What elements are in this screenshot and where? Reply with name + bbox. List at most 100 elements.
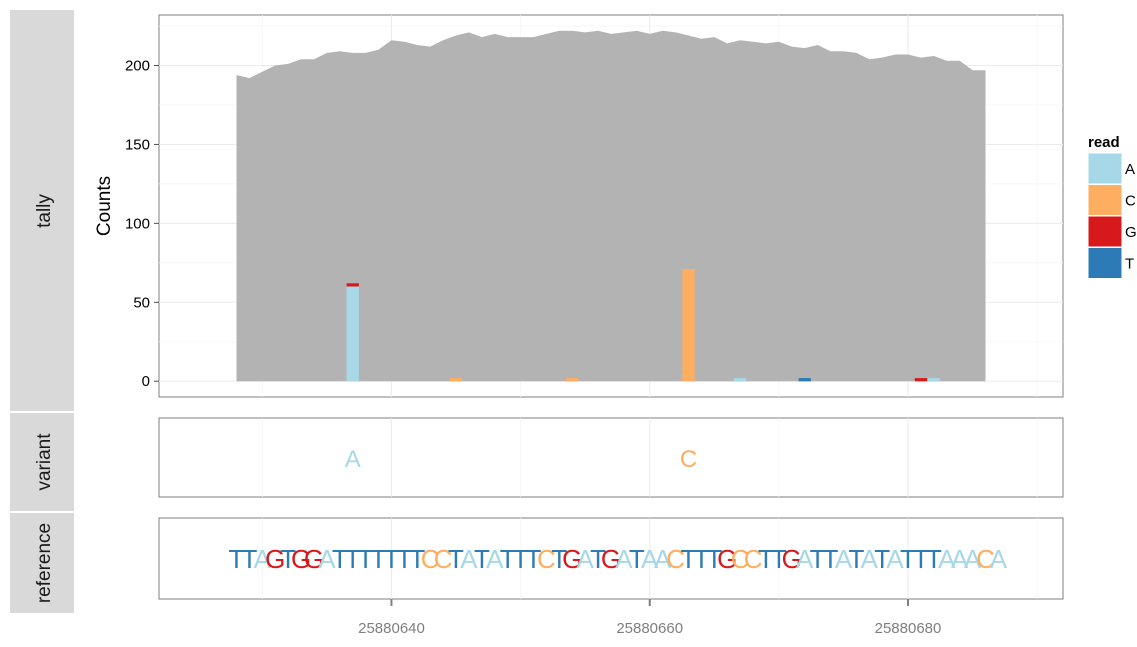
strip-tally bbox=[10, 10, 74, 411]
x-tick-label: 25880640 bbox=[358, 620, 425, 637]
reference-base: T bbox=[771, 544, 787, 574]
reference-base: C bbox=[976, 544, 995, 574]
reference-base: C bbox=[731, 544, 750, 574]
legend-label-C: C bbox=[1125, 193, 1136, 210]
reference-base: T bbox=[629, 544, 645, 574]
reference-base: G bbox=[265, 544, 285, 574]
reference-base: T bbox=[758, 544, 774, 574]
reference-base: G bbox=[291, 544, 311, 574]
reference-base: T bbox=[810, 544, 826, 574]
tally-bars bbox=[346, 269, 940, 382]
reference-base: T bbox=[229, 544, 245, 574]
legend-label-G: G bbox=[1125, 224, 1137, 241]
reference-base: T bbox=[345, 544, 361, 574]
strip-label-tally: tally bbox=[34, 194, 55, 228]
coverage-area bbox=[236, 30, 986, 382]
coverage-layer bbox=[236, 30, 986, 382]
reference-base: T bbox=[900, 544, 916, 574]
tally-bar-C bbox=[682, 269, 695, 382]
reference-base: A bbox=[486, 544, 504, 574]
tally-bar-A bbox=[734, 378, 747, 382]
x-tick-label: 25880660 bbox=[616, 620, 683, 637]
x-axis: 25880640 25880660 25880680 bbox=[358, 599, 941, 637]
tally-bar-G bbox=[914, 378, 928, 382]
reference-base: T bbox=[384, 544, 400, 574]
reference-base: C bbox=[434, 544, 453, 574]
reference-base: T bbox=[848, 544, 864, 574]
reference-base: A bbox=[577, 544, 595, 574]
reference-base: T bbox=[396, 544, 412, 574]
reference-base: T bbox=[358, 544, 374, 574]
y-tick-label: 0 bbox=[142, 373, 150, 390]
reference-base: A bbox=[938, 544, 956, 574]
reference-base: A bbox=[460, 544, 478, 574]
y-axis: 0 50 100 150 200 bbox=[125, 58, 159, 390]
legend-label-A: A bbox=[1125, 161, 1135, 178]
reference-base: T bbox=[590, 544, 606, 574]
reference-base: T bbox=[913, 544, 929, 574]
reference-base: T bbox=[551, 544, 567, 574]
reference-base: C bbox=[421, 544, 440, 574]
panel-reference bbox=[158, 517, 1064, 600]
strip-label-variant: variant bbox=[34, 433, 55, 491]
reference-base: T bbox=[926, 544, 942, 574]
tally-bar-G bbox=[346, 283, 359, 287]
reference-base: A bbox=[796, 544, 814, 574]
y-tick-label: 100 bbox=[125, 215, 150, 232]
reference-base: A bbox=[254, 544, 272, 574]
legend-key-A bbox=[1087, 152, 1123, 185]
reference-base: T bbox=[241, 544, 257, 574]
reference-base: T bbox=[448, 544, 464, 574]
strip-label-reference: reference bbox=[34, 523, 55, 603]
tally-bar-A bbox=[346, 286, 359, 382]
reference-base: T bbox=[526, 544, 542, 574]
reference-base: G bbox=[717, 544, 737, 574]
reference-base: A bbox=[951, 544, 969, 574]
reference-base: C bbox=[537, 544, 556, 574]
reference-base: T bbox=[681, 544, 697, 574]
reference-base: T bbox=[874, 544, 890, 574]
reference-base: T bbox=[409, 544, 425, 574]
reference-base: A bbox=[641, 544, 659, 574]
reference-base: T bbox=[693, 544, 709, 574]
reference-base: T bbox=[823, 544, 839, 574]
reference-base: C bbox=[744, 544, 763, 574]
variant-base: C bbox=[680, 446, 697, 473]
reference-base: T bbox=[474, 544, 490, 574]
reference-base: T bbox=[332, 544, 348, 574]
reference-base: G bbox=[782, 544, 802, 574]
x-tick-label: 25880680 bbox=[875, 620, 942, 637]
reference-base: A bbox=[861, 544, 879, 574]
reference-base: G bbox=[562, 544, 582, 574]
legend-key-G bbox=[1087, 215, 1123, 248]
y-tick-label: 50 bbox=[133, 294, 150, 311]
strip-reference bbox=[10, 513, 74, 613]
strip-variant bbox=[10, 413, 74, 511]
reference-base: C bbox=[666, 544, 685, 574]
reference-base: T bbox=[500, 544, 516, 574]
legend-key-T bbox=[1087, 247, 1123, 279]
reference-letters: TTAGTGGATTTTTTTCCTATATTTCTGATGATAACTTTGC… bbox=[229, 544, 1008, 574]
reference-base: T bbox=[280, 544, 296, 574]
tally-bar-T bbox=[798, 378, 811, 382]
legend-title: read bbox=[1088, 134, 1120, 151]
reference-base: G bbox=[601, 544, 621, 574]
reference-base: A bbox=[318, 544, 336, 574]
reference-base: A bbox=[835, 544, 853, 574]
variant-base: A bbox=[345, 446, 361, 473]
y-tick-label: 200 bbox=[125, 58, 150, 75]
reference-base: G bbox=[304, 544, 324, 574]
reference-base: T bbox=[371, 544, 387, 574]
legend-key-C bbox=[1087, 184, 1123, 216]
y-tick-label: 150 bbox=[125, 136, 150, 153]
tally-bar-C bbox=[566, 378, 579, 382]
panel-variant bbox=[158, 417, 1064, 498]
tally-bar-C bbox=[449, 378, 463, 382]
reference-base: A bbox=[990, 544, 1008, 574]
reference-base: A bbox=[654, 544, 672, 574]
reference-base: A bbox=[886, 544, 904, 574]
